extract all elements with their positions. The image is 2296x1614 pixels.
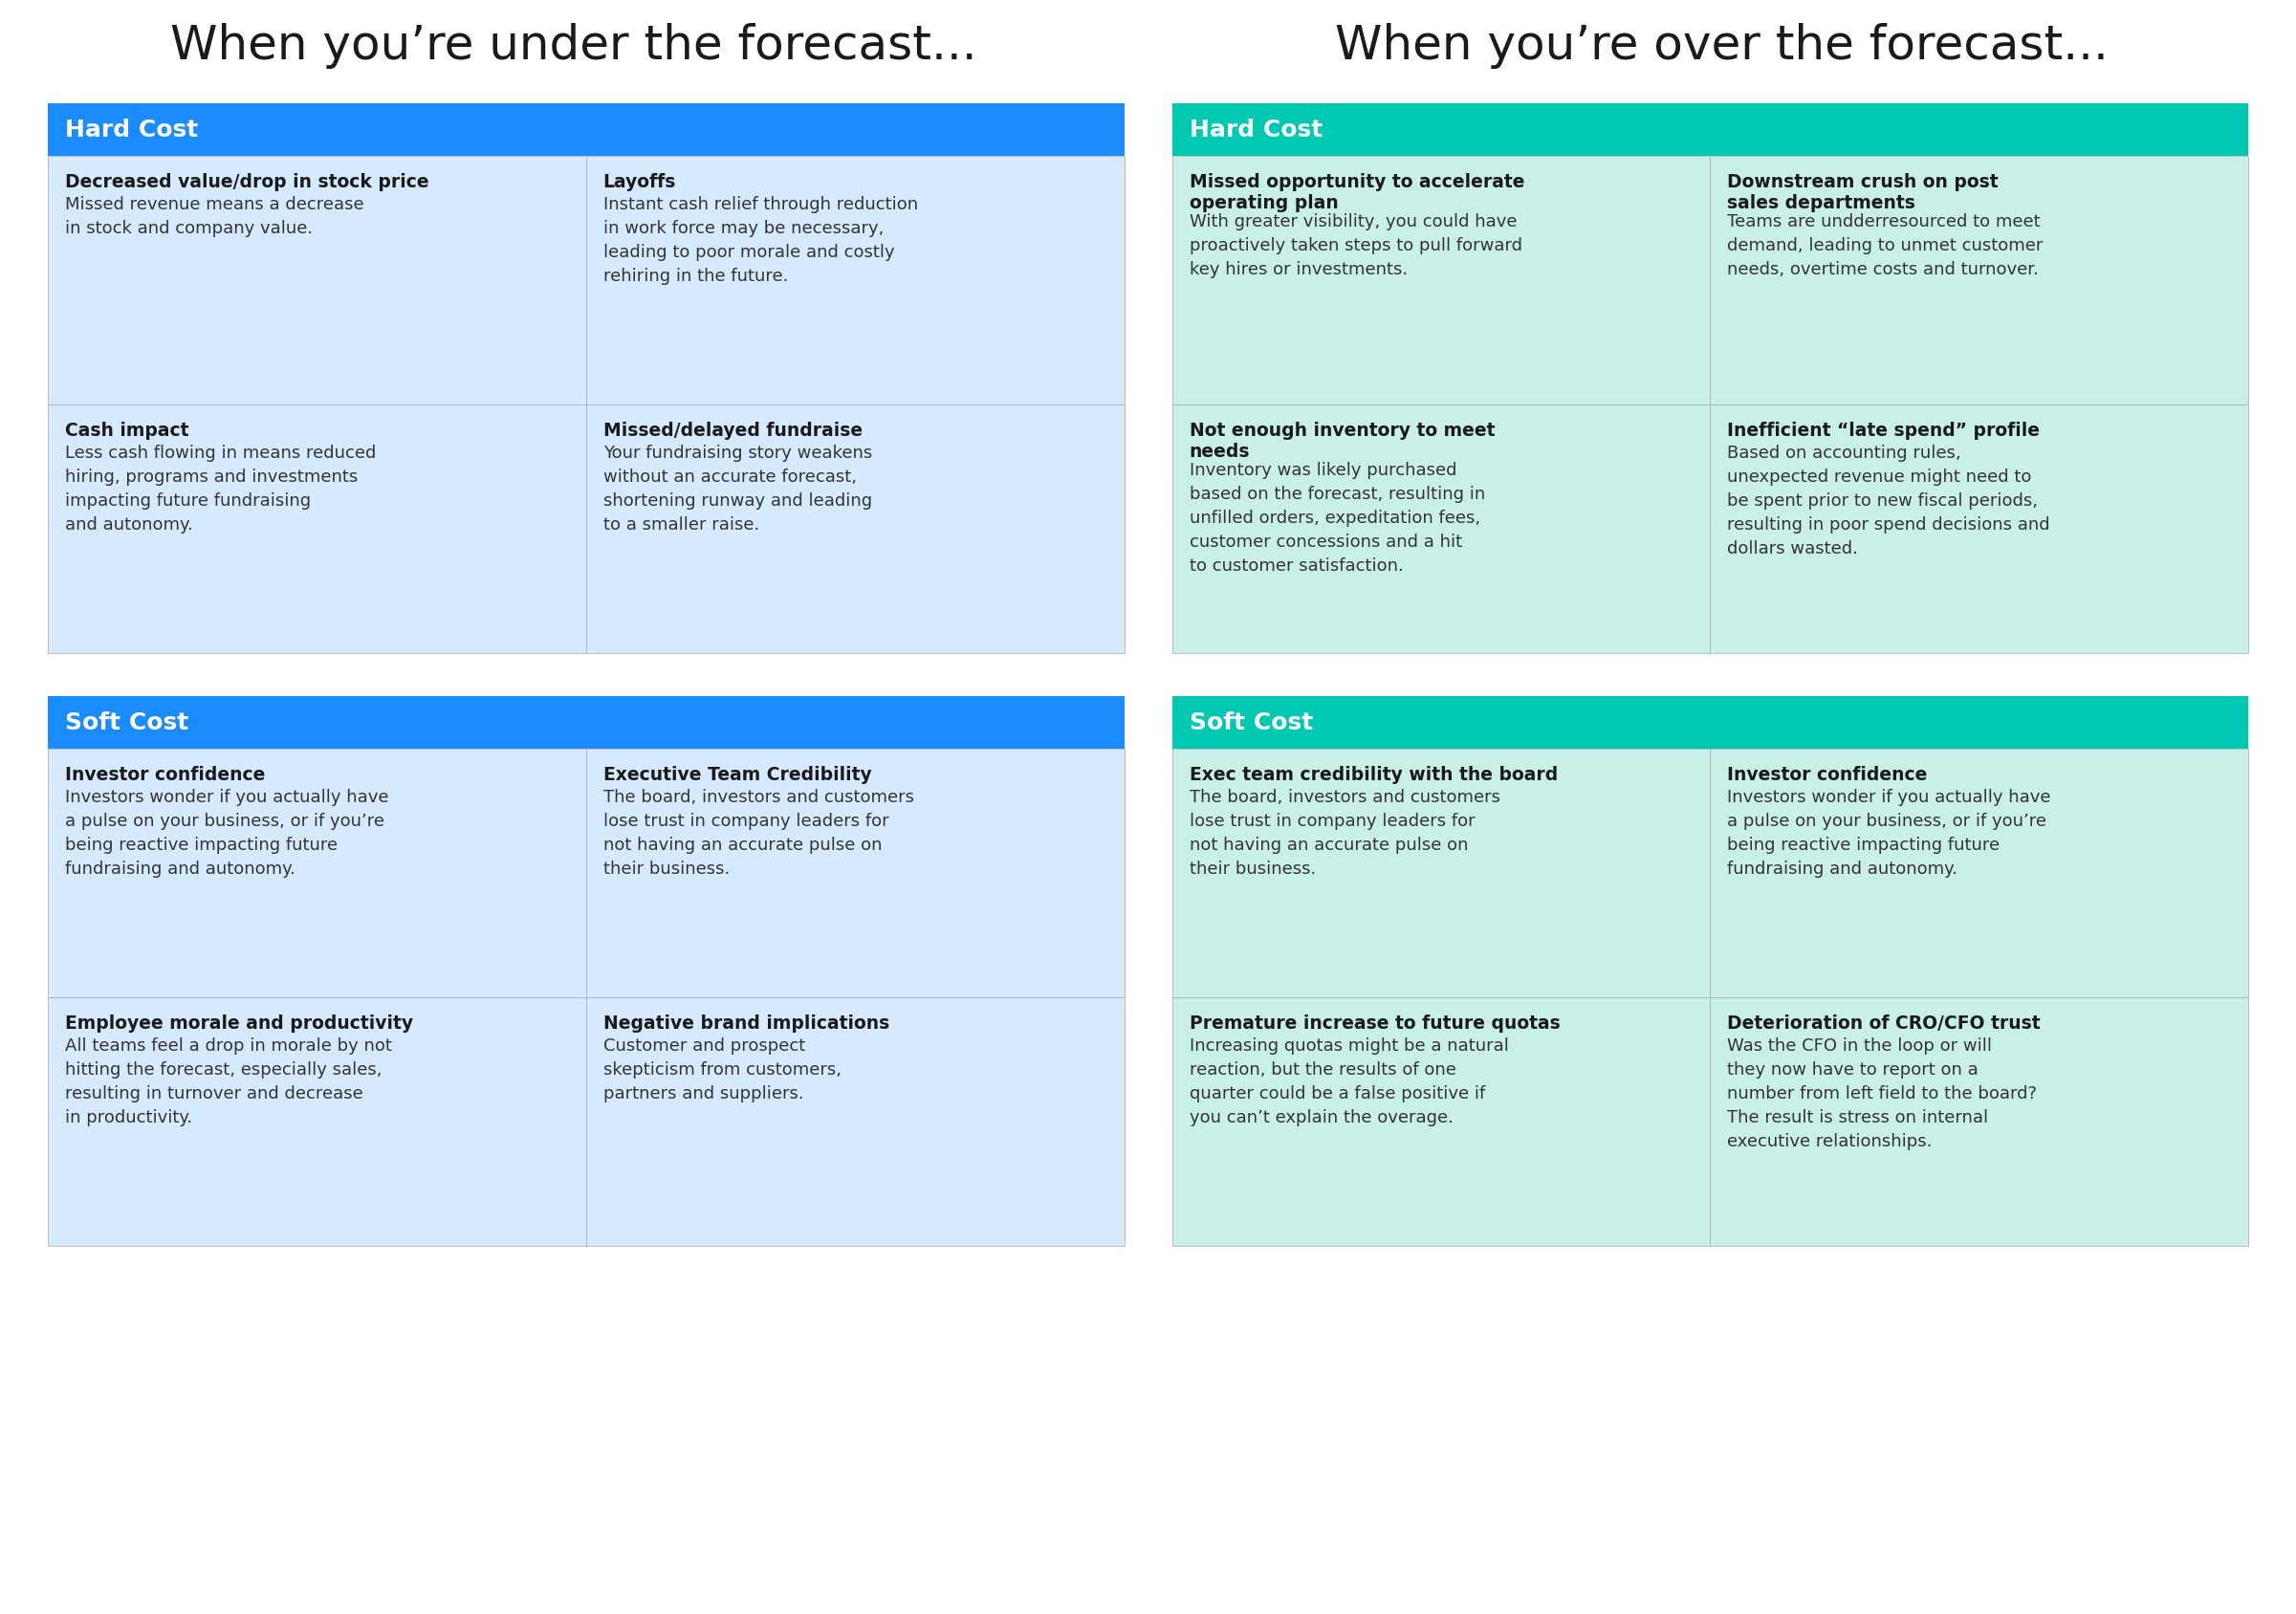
- Bar: [48, 749, 585, 997]
- Bar: [48, 997, 585, 1246]
- Text: Teams are undderresourced to meet
demand, leading to unmet customer
needs, overt: Teams are undderresourced to meet demand…: [1727, 213, 2043, 278]
- Text: Layoffs: Layoffs: [604, 173, 677, 190]
- Bar: [1171, 157, 1711, 405]
- Text: Customer and prospect
skepticism from customers,
partners and suppliers.: Customer and prospect skepticism from cu…: [604, 1038, 840, 1102]
- Bar: [48, 696, 1125, 749]
- Text: Increasing quotas might be a natural
reaction, but the results of one
quarter co: Increasing quotas might be a natural rea…: [1189, 1038, 1508, 1127]
- Bar: [1711, 749, 2248, 997]
- Text: Executive Team Credibility: Executive Team Credibility: [604, 767, 872, 784]
- Bar: [1711, 997, 2248, 1246]
- Bar: [1711, 405, 2248, 654]
- Bar: [1171, 997, 1711, 1246]
- Text: When you’re under the forecast...: When you’re under the forecast...: [170, 23, 978, 69]
- Text: Investors wonder if you actually have
a pulse on your business, or if you’re
bei: Investors wonder if you actually have a …: [1727, 789, 2050, 878]
- Text: Instant cash relief through reduction
in work force may be necessary,
leading to: Instant cash relief through reduction in…: [604, 195, 918, 286]
- Text: Negative brand implications: Negative brand implications: [604, 1015, 889, 1033]
- Bar: [585, 997, 1125, 1246]
- Bar: [585, 157, 1125, 405]
- Text: Downstream crush on post
sales departments: Downstream crush on post sales departmen…: [1727, 173, 1998, 213]
- Bar: [1171, 103, 2248, 157]
- Bar: [1171, 405, 1711, 654]
- Text: All teams feel a drop in morale by not
hitting the forecast, especially sales,
r: All teams feel a drop in morale by not h…: [64, 1038, 393, 1127]
- Text: Cash impact: Cash impact: [64, 421, 188, 441]
- Text: The board, investors and customers
lose trust in company leaders for
not having : The board, investors and customers lose …: [604, 789, 914, 878]
- Text: Missed/delayed fundraise: Missed/delayed fundraise: [604, 421, 863, 441]
- Text: Investor confidence: Investor confidence: [1727, 767, 1926, 784]
- Bar: [1171, 696, 2248, 749]
- Text: Soft Cost: Soft Cost: [64, 710, 188, 734]
- Text: Decreased value/drop in stock price: Decreased value/drop in stock price: [64, 173, 429, 190]
- Text: Your fundraising story weakens
without an accurate forecast,
shortening runway a: Your fundraising story weakens without a…: [604, 444, 872, 534]
- Text: Less cash flowing in means reduced
hiring, programs and investments
impacting fu: Less cash flowing in means reduced hirin…: [64, 444, 377, 534]
- Text: Premature increase to future quotas: Premature increase to future quotas: [1189, 1015, 1559, 1033]
- Text: Hard Cost: Hard Cost: [1189, 118, 1322, 140]
- Bar: [585, 749, 1125, 997]
- Bar: [1171, 749, 1711, 997]
- Text: The board, investors and customers
lose trust in company leaders for
not having : The board, investors and customers lose …: [1189, 789, 1499, 878]
- Bar: [48, 405, 585, 654]
- Text: Investors wonder if you actually have
a pulse on your business, or if you’re
bei: Investors wonder if you actually have a …: [64, 789, 388, 878]
- Text: Inventory was likely purchased
based on the forecast, resulting in
unfilled orde: Inventory was likely purchased based on …: [1189, 462, 1486, 575]
- Bar: [48, 157, 585, 405]
- Text: When you’re over the forecast...: When you’re over the forecast...: [1334, 23, 2108, 69]
- Text: Based on accounting rules,
unexpected revenue might need to
be spent prior to ne: Based on accounting rules, unexpected re…: [1727, 444, 2050, 557]
- Text: Employee morale and productivity: Employee morale and productivity: [64, 1015, 413, 1033]
- Text: Investor confidence: Investor confidence: [64, 767, 266, 784]
- Text: With greater visibility, you could have
proactively taken steps to pull forward
: With greater visibility, you could have …: [1189, 213, 1522, 278]
- Text: Soft Cost: Soft Cost: [1189, 710, 1313, 734]
- Text: Was the CFO in the loop or will
they now have to report on a
number from left fi: Was the CFO in the loop or will they now…: [1727, 1038, 2037, 1151]
- Text: Exec team credibility with the board: Exec team credibility with the board: [1189, 767, 1557, 784]
- Text: Missed revenue means a decrease
in stock and company value.: Missed revenue means a decrease in stock…: [64, 195, 365, 237]
- Bar: [585, 405, 1125, 654]
- Bar: [1711, 157, 2248, 405]
- Text: Deterioration of CRO/CFO trust: Deterioration of CRO/CFO trust: [1727, 1015, 2041, 1033]
- Text: Hard Cost: Hard Cost: [64, 118, 197, 140]
- Text: Not enough inventory to meet
needs: Not enough inventory to meet needs: [1189, 421, 1495, 462]
- Text: Missed opportunity to accelerate
operating plan: Missed opportunity to accelerate operati…: [1189, 173, 1525, 213]
- Text: Inefficient “late spend” profile: Inefficient “late spend” profile: [1727, 421, 2039, 441]
- Bar: [48, 103, 1125, 157]
